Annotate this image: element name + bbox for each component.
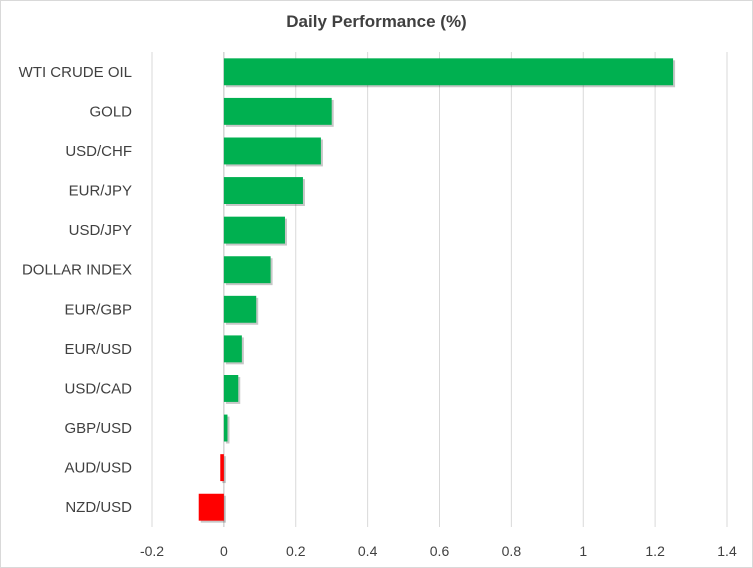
tick-labels: -0.2 0 0.2 0.4 0.6 0.8 1 1.2 1.4 bbox=[140, 543, 737, 559]
bar bbox=[223, 97, 332, 125]
bar bbox=[220, 454, 224, 482]
x-tick-label: 1.2 bbox=[645, 543, 665, 559]
bar bbox=[223, 58, 674, 86]
x-tick-label: 0 bbox=[220, 543, 228, 559]
category-label: WTI CRUDE OIL bbox=[19, 64, 132, 81]
bar bbox=[223, 295, 257, 323]
category-label: EUR/JPY bbox=[69, 183, 132, 200]
bar bbox=[223, 177, 303, 204]
bars bbox=[198, 58, 676, 523]
bar bbox=[223, 216, 285, 244]
category-label: USD/CAD bbox=[64, 380, 132, 397]
category-label: EUR/GBP bbox=[64, 301, 132, 318]
x-tick-label: 1.4 bbox=[717, 543, 737, 559]
category-label: USD/JPY bbox=[69, 222, 132, 239]
bar bbox=[223, 256, 271, 284]
bar-shadow bbox=[225, 416, 230, 444]
x-tick-label: -0.2 bbox=[140, 543, 164, 559]
category-label: USD/CHF bbox=[65, 143, 132, 160]
category-label: AUD/USD bbox=[64, 460, 132, 477]
chart-title: Daily Performance (%) bbox=[286, 12, 467, 31]
category-label: NZD/USD bbox=[65, 499, 132, 516]
x-tick-label: 0.6 bbox=[430, 543, 450, 559]
bar bbox=[223, 375, 239, 402]
bar bbox=[223, 414, 228, 442]
bar bbox=[223, 137, 321, 165]
gridlines bbox=[151, 52, 728, 527]
category-label: GBP/USD bbox=[64, 420, 132, 437]
category-labels: WTI CRUDE OIL GOLD USD/CHF EUR/JPY USD/JPY DO… bbox=[19, 64, 133, 516]
bar-shadow bbox=[222, 456, 226, 484]
x-tick-label: 0.8 bbox=[502, 543, 522, 559]
x-tick-label: 1 bbox=[579, 543, 587, 559]
category-label: EUR/USD bbox=[64, 341, 132, 358]
bar bbox=[198, 493, 224, 521]
category-label: DOLLAR INDEX bbox=[22, 262, 132, 279]
bar bbox=[223, 335, 242, 363]
x-tick-label: 0.2 bbox=[286, 543, 306, 559]
x-tick-label: 0.4 bbox=[358, 543, 378, 559]
category-label: GOLD bbox=[89, 103, 132, 120]
